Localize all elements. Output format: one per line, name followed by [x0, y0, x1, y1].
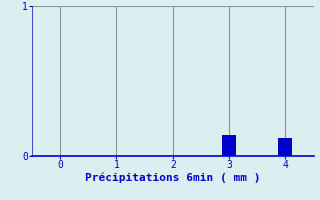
Bar — [222, 135, 236, 156]
Bar — [278, 138, 292, 156]
X-axis label: Précipitations 6min ( mm ): Précipitations 6min ( mm ) — [85, 173, 260, 183]
